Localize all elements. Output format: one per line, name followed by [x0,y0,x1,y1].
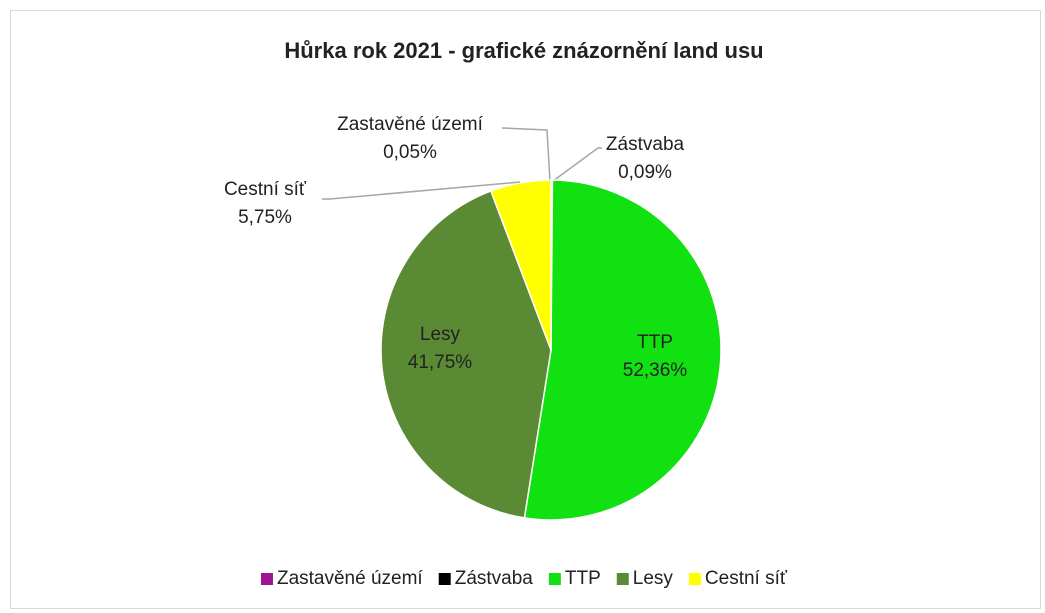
legend-label: TTP [565,568,601,589]
pie-slice [380,190,552,519]
slice-label-name: TTP [637,332,673,353]
leader-line [322,181,521,200]
slice-label-name: Lesy [420,324,461,345]
slice-label-value: 52,36% [623,360,688,381]
slice-label-name: Cestní síť [224,179,307,200]
legend-label: Zastavěné území [277,568,423,589]
slice-label-name: Zástvaba [606,134,685,155]
legend-label: Zástvaba [455,568,534,589]
slice-label-value: 41,75% [408,352,473,373]
legend-swatch [438,573,451,585]
legend-label: Cestní síť [705,568,788,589]
slice-label-value: 0,05% [383,142,437,163]
chart-title: Hůrka rok 2021 - grafické znázornění lan… [284,38,763,63]
legend-swatch [548,573,561,585]
legend-swatch [688,573,701,585]
pie-slice [489,179,552,351]
legend-label: Lesy [633,568,674,589]
slice-label-value: 0,09% [618,162,672,183]
legend-swatch [260,573,273,585]
slice-label-value: 5,75% [238,207,292,228]
legend-swatch [616,573,629,585]
pie-slice [523,179,722,521]
leader-line [552,147,602,182]
leader-line [501,127,551,182]
slice-label-name: Zastavěné území [337,114,483,135]
